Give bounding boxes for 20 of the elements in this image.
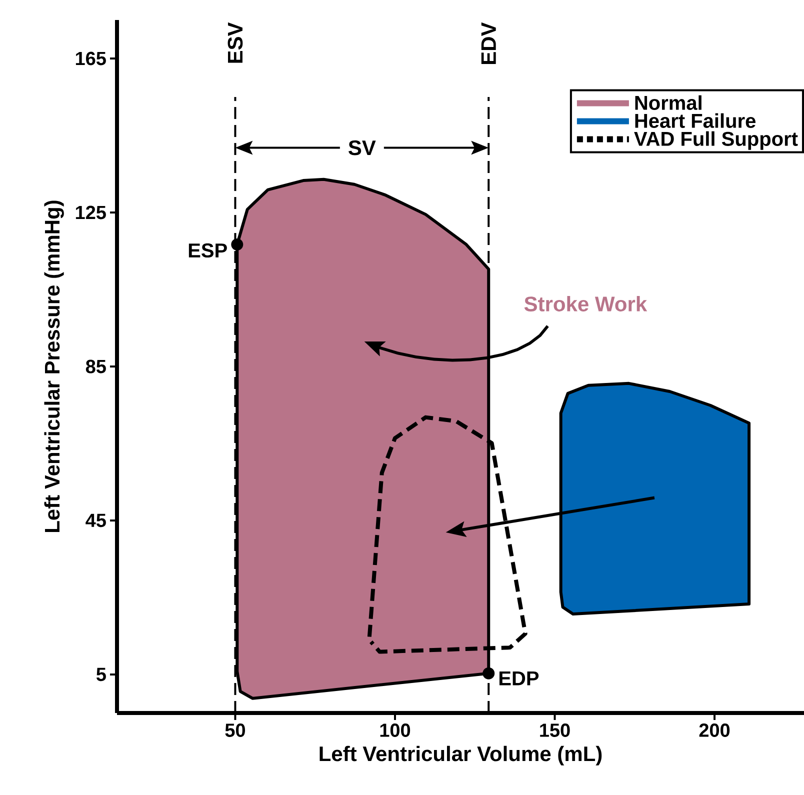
y-tick-label: 45 (86, 514, 106, 528)
ref-line-label: ESV (228, 22, 243, 63)
legend-label: Normal (635, 95, 702, 110)
x-tick-label: 100 (380, 724, 410, 737)
y-tick-label: 125 (76, 206, 106, 220)
x-tick-label: 50 (225, 724, 246, 737)
x-tick-label: 200 (699, 724, 730, 737)
annotation: ESP (188, 243, 227, 258)
x-axis-title: Left Ventricular Volume (mL) (320, 746, 602, 766)
y-tick-label: 165 (76, 52, 106, 66)
legend-label: VAD Full Support (634, 131, 798, 150)
x-tick-label: 150 (540, 724, 570, 737)
legend-label: Heart Failure (635, 113, 756, 128)
ref-line-label: EDV (481, 22, 496, 64)
annotation: SV (348, 140, 376, 156)
y-axis-title: Left Ventricular Pressure (mmHg) (44, 200, 64, 532)
y-tick-label: 85 (86, 360, 106, 374)
annotation: EDP (499, 671, 539, 686)
annotation: Stroke Work (524, 296, 648, 312)
y-tick-label: 5 (96, 668, 106, 682)
